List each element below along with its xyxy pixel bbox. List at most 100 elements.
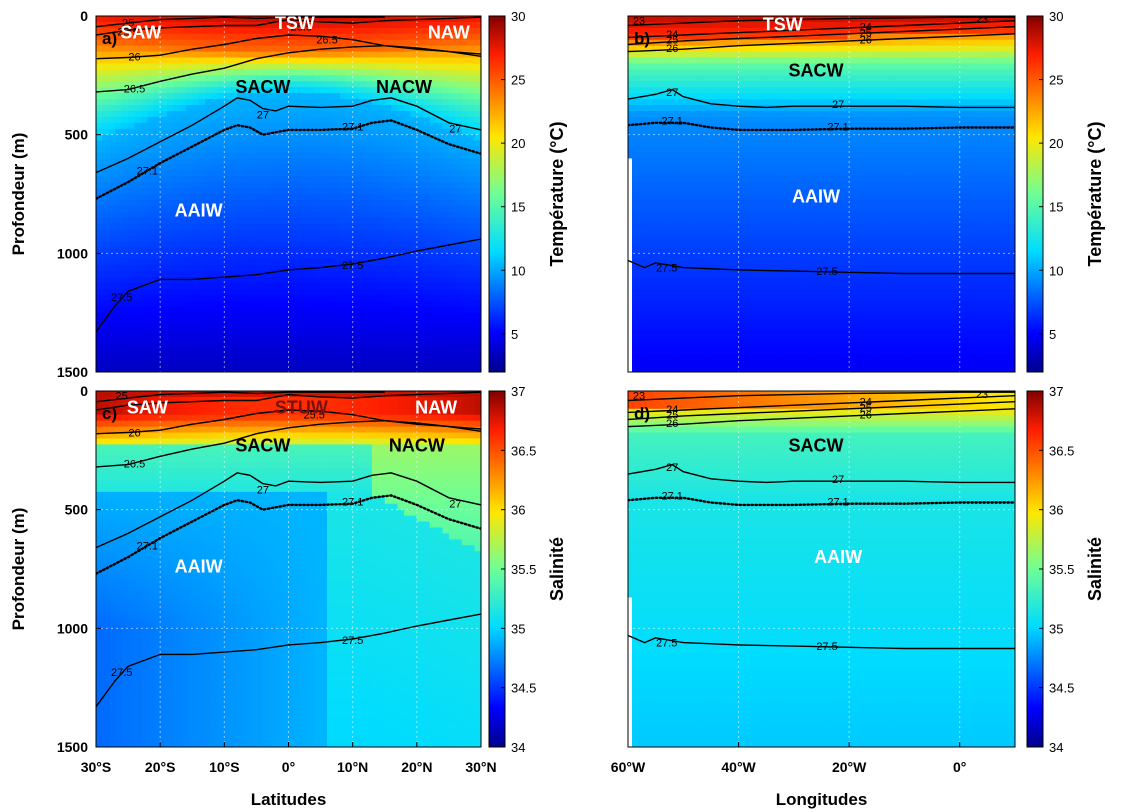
field-cell: [660, 360, 668, 367]
field-cell: [448, 324, 456, 332]
field-cell: [339, 21, 347, 29]
field-cell: [474, 235, 481, 243]
field-cell: [410, 99, 418, 106]
field-cell: [288, 247, 296, 254]
field-cell: [436, 271, 444, 278]
field-cell: [250, 164, 258, 171]
field-cell: [371, 182, 379, 189]
field-cell: [301, 229, 309, 237]
field-cell: [282, 99, 290, 106]
field-cell: [640, 277, 648, 284]
field-cell: [275, 318, 283, 326]
field-cell: [410, 170, 418, 177]
field-cell: [365, 342, 373, 349]
field-cell: [634, 93, 642, 100]
field-cell: [698, 259, 706, 266]
field-cell: [679, 199, 687, 207]
field-cell: [147, 235, 155, 243]
field-cell: [307, 158, 315, 165]
field-cell: [660, 39, 668, 47]
field-cell: [224, 265, 232, 272]
field-cell: [147, 57, 155, 65]
field-cell: [320, 342, 328, 349]
field-cell: [640, 324, 648, 332]
field-cell: [121, 16, 129, 23]
field-cell: [153, 247, 161, 254]
field-cell: [679, 69, 687, 76]
field-cell: [320, 223, 328, 231]
field-cell: [243, 93, 251, 100]
field-cell: [352, 366, 360, 372]
field-cell: [461, 199, 469, 207]
field-cell: [442, 336, 450, 343]
field-cell: [711, 247, 719, 254]
field-cell: [282, 366, 290, 372]
field-cell: [365, 318, 373, 326]
field-cell: [275, 45, 283, 53]
field-cell: [243, 306, 251, 314]
field-cell: [269, 247, 277, 254]
field-cell: [205, 271, 213, 278]
field-cell: [718, 134, 726, 142]
field-cell: [666, 271, 674, 278]
field-cell: [160, 265, 168, 272]
field-cell: [275, 122, 283, 130]
field-cell: [744, 235, 752, 243]
field-cell: [262, 194, 270, 201]
field-cell: [378, 342, 386, 349]
field-cell: [371, 199, 379, 207]
field-cell: [359, 170, 367, 177]
field-cell: [160, 199, 168, 207]
field-cell: [474, 324, 481, 332]
field-cell: [294, 229, 302, 237]
field-cell: [724, 241, 732, 248]
field-cell: [115, 241, 123, 248]
field-cell: [108, 110, 116, 118]
field-cell: [653, 318, 661, 326]
field-cell: [410, 87, 418, 94]
field-cell: [679, 265, 687, 272]
field-cell: [198, 57, 206, 65]
field-cell: [205, 188, 213, 195]
field-cell: [237, 57, 245, 65]
field-cell: [121, 105, 129, 112]
field-cell: [763, 93, 771, 100]
field-cell: [352, 312, 360, 320]
field-cell: [442, 188, 450, 195]
field-cell: [634, 241, 642, 248]
field-cell: [185, 306, 193, 314]
field-cell: [698, 158, 706, 165]
field-cell: [192, 21, 200, 29]
field-cell: [108, 164, 116, 171]
field-cell: [301, 45, 309, 53]
field-cell: [275, 16, 283, 23]
field-cell: [455, 110, 463, 118]
field-cell: [173, 324, 181, 332]
field-cell: [179, 366, 187, 372]
field-cell: [718, 235, 726, 243]
field-cell: [140, 318, 148, 326]
field-cell: [275, 182, 283, 189]
field-cell: [673, 170, 681, 177]
field-cell: [724, 146, 732, 154]
field-cell: [115, 223, 123, 231]
field-cell: [404, 176, 412, 183]
field-cell: [192, 51, 200, 59]
field-cell: [269, 241, 277, 248]
field-cell: [423, 348, 431, 355]
field-cell: [416, 152, 424, 159]
field-cell: [256, 128, 264, 136]
field-cell: [653, 93, 661, 100]
field-cell: [744, 134, 752, 142]
field-cell: [384, 324, 392, 332]
field-cell: [731, 288, 739, 296]
field-cell: [230, 164, 238, 171]
field-cell: [640, 128, 648, 136]
field-cell: [134, 247, 142, 254]
field-cell: [288, 253, 296, 260]
field-cell: [724, 116, 732, 124]
field-cell: [205, 288, 213, 296]
field-cell: [731, 182, 739, 189]
field-cell: [230, 87, 238, 94]
field-cell: [147, 348, 155, 355]
